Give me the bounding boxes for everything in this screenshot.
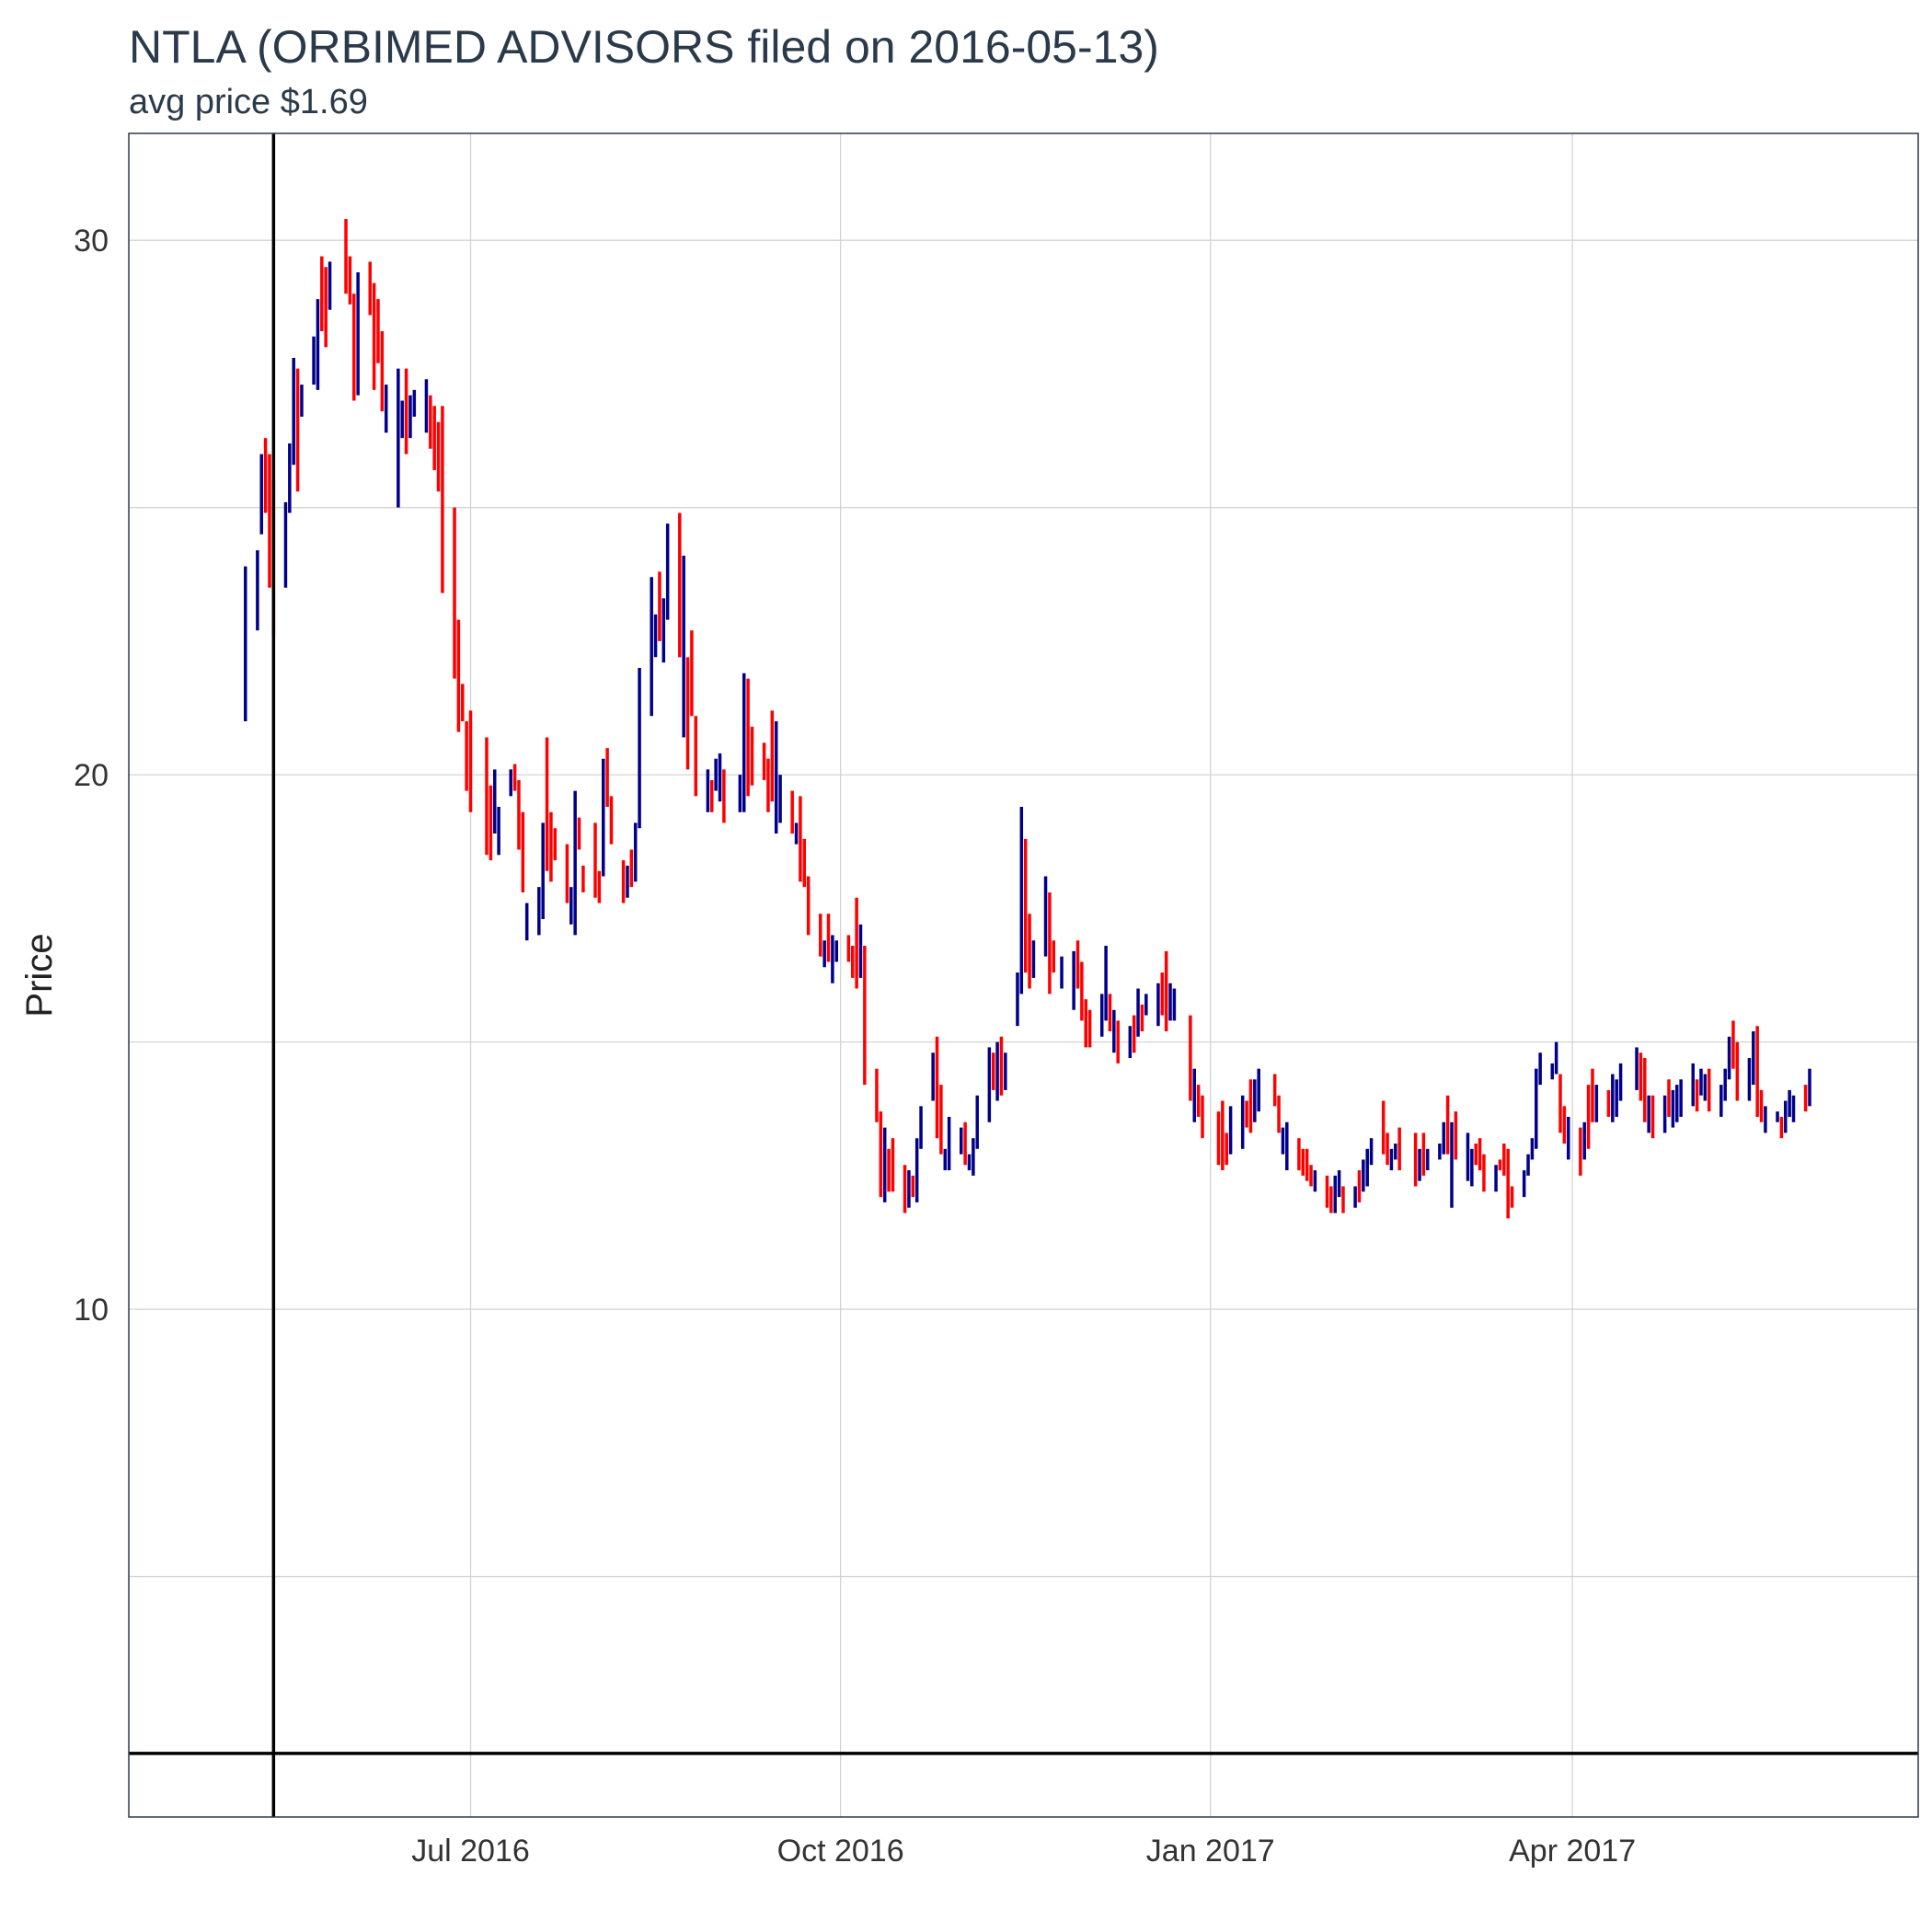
x-tick-label: Oct 2016 bbox=[777, 1834, 904, 1869]
chart-title: NTLA (ORBIMED ADVISORS filed on 2016-05-… bbox=[129, 21, 1159, 73]
chart-subtitle: avg price $1.69 bbox=[129, 83, 368, 121]
y-tick-label: 10 bbox=[74, 1293, 109, 1328]
reference-lines bbox=[129, 133, 1918, 1817]
grid-lines bbox=[129, 133, 1918, 1817]
x-tick-label: Jan 2017 bbox=[1146, 1834, 1275, 1869]
plot-panel-border bbox=[128, 132, 1919, 1818]
y-axis-title: Price bbox=[19, 933, 60, 1017]
y-tick-label: 30 bbox=[74, 224, 109, 259]
x-tick-label: Jul 2016 bbox=[411, 1834, 530, 1869]
price-bars bbox=[244, 218, 1811, 1219]
axis-ticks: 10 20 30 Jul 2016 Oct 2016 Jan 2017 Apr 2017 bbox=[74, 224, 1636, 1869]
x-tick-label: Apr 2017 bbox=[1509, 1834, 1636, 1869]
y-tick-label: 20 bbox=[74, 758, 109, 793]
